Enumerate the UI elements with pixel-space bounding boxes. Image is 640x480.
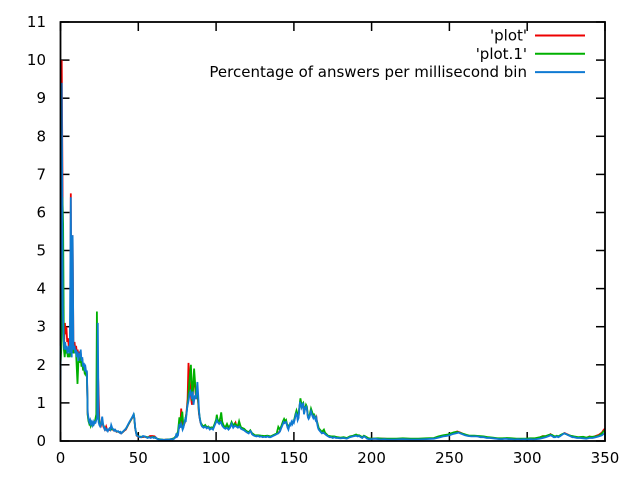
axis-ticks [59, 21, 606, 442]
y-tick-label: 3 [36, 318, 46, 336]
series-line-2 [59, 82, 606, 441]
x-tick-label: 300 [513, 449, 542, 467]
y-tick-label: 0 [36, 432, 46, 450]
series-line-0 [59, 60, 606, 441]
y-tick-label: 10 [27, 51, 46, 69]
y-tick-label: 8 [36, 127, 46, 145]
y-tick-label: 4 [36, 280, 46, 298]
x-tick-label: 350 [591, 449, 620, 467]
legend-entry: 'plot' [490, 27, 585, 45]
y-tick-label: 2 [36, 356, 46, 374]
y-tick-label: 11 [27, 13, 46, 31]
data-series [59, 60, 606, 441]
x-tick-label: 250 [435, 449, 464, 467]
y-tick-label: 1 [36, 394, 46, 412]
x-tick-label: 100 [202, 449, 231, 467]
legend-label: 'plot.1' [476, 45, 527, 63]
y-tick-label: 9 [36, 89, 46, 107]
legend: 'plot''plot.1'Percentage of answers per … [209, 27, 585, 81]
y-tick-label: 6 [36, 204, 46, 222]
legend-entry: Percentage of answers per millisecond bi… [209, 63, 585, 81]
y-tick-label: 5 [36, 242, 46, 260]
x-tick-label: 0 [56, 449, 66, 467]
x-tick-label: 200 [357, 449, 386, 467]
plot-border [59, 21, 606, 442]
legend-label: 'plot' [490, 27, 527, 45]
y-tick-label: 7 [36, 165, 46, 183]
series-line-1 [59, 197, 606, 441]
x-tick-label: 150 [280, 449, 309, 467]
legend-label: Percentage of answers per millisecond bi… [209, 63, 527, 81]
x-tick-label: 50 [129, 449, 148, 467]
legend-entry: 'plot.1' [476, 45, 585, 63]
axis-tick-labels: 0 50 100 150 200 250 300 350 0 1 2 3 4 5 6 7 8 9 10 11 [27, 13, 619, 467]
